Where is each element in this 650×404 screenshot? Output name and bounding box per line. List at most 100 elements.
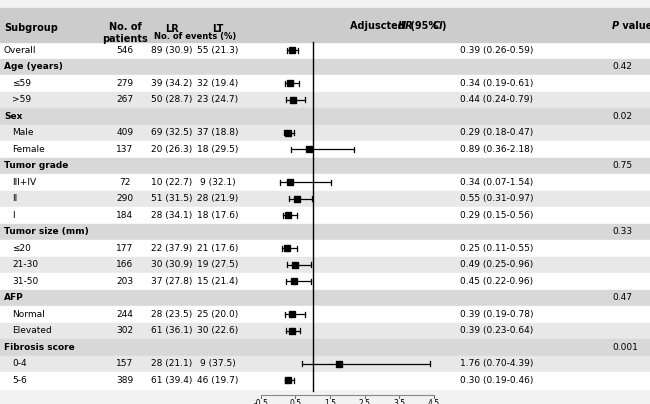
Text: 39 (34.2): 39 (34.2) [151,79,192,88]
Text: No. of
patients: No. of patients [102,22,148,44]
Text: 0.42: 0.42 [612,62,632,71]
Bar [0,158,650,174]
Bar [0,59,650,75]
Text: Subgroup: Subgroup [4,23,58,33]
Text: 0-4: 0-4 [12,359,27,368]
Text: 0.34 (0.07-1.54): 0.34 (0.07-1.54) [460,178,533,187]
Text: 177: 177 [116,244,134,253]
Text: I: I [12,211,14,220]
Text: 0.39 (0.23-0.64): 0.39 (0.23-0.64) [460,326,533,335]
Text: 89 (30.9): 89 (30.9) [151,46,193,55]
Text: -0.5: -0.5 [254,400,268,404]
Text: 37 (18.8): 37 (18.8) [197,128,239,137]
Text: 9 (32.1): 9 (32.1) [200,178,236,187]
Text: 5-6: 5-6 [12,376,27,385]
Text: Sex: Sex [4,112,22,121]
Text: 0.001: 0.001 [612,343,638,352]
Text: 28 (23.5): 28 (23.5) [151,310,192,319]
Text: 55 (21.3): 55 (21.3) [198,46,239,55]
Text: 0.29 (0.15-0.56): 0.29 (0.15-0.56) [460,211,534,220]
Text: 3.5: 3.5 [393,400,406,404]
Text: (95%: (95% [407,21,441,31]
Text: 18 (29.5): 18 (29.5) [198,145,239,154]
Text: 72: 72 [120,178,131,187]
Bar [0,290,650,306]
Text: 19 (27.5): 19 (27.5) [198,260,239,269]
Bar [0,273,650,290]
Text: 0.45 (0.22-0.96): 0.45 (0.22-0.96) [460,277,533,286]
Text: 28 (21.9): 28 (21.9) [198,194,239,203]
Text: 46 (19.7): 46 (19.7) [198,376,239,385]
Bar [0,124,650,141]
Text: ≤59: ≤59 [12,79,31,88]
Text: 0.44 (0.24-0.79): 0.44 (0.24-0.79) [460,95,533,104]
Text: 1.5: 1.5 [324,400,336,404]
Text: 21 (17.6): 21 (17.6) [198,244,239,253]
Text: Fibrosis score: Fibrosis score [4,343,75,352]
Text: 2.5: 2.5 [359,400,370,404]
Text: II: II [12,194,18,203]
Text: Normal: Normal [12,310,45,319]
Text: 30 (30.9): 30 (30.9) [151,260,193,269]
Text: 0.49 (0.25-0.96): 0.49 (0.25-0.96) [460,260,533,269]
Bar [0,339,650,356]
Text: 137: 137 [116,145,134,154]
Text: 28 (34.1): 28 (34.1) [151,211,192,220]
Text: No. of events (%): No. of events (%) [154,32,236,41]
Text: ≤20: ≤20 [12,244,31,253]
Bar [0,108,650,124]
Text: 0.02: 0.02 [612,112,632,121]
Text: AFP: AFP [4,293,24,302]
Text: 0.33: 0.33 [612,227,632,236]
Text: 10 (22.7): 10 (22.7) [151,178,192,187]
Text: Adjuscted: Adjuscted [350,21,408,31]
Text: 184: 184 [116,211,133,220]
Text: 61 (36.1): 61 (36.1) [151,326,193,335]
Text: value: value [619,21,650,31]
Text: Age (years): Age (years) [4,62,63,71]
Text: CI: CI [433,21,444,31]
Text: 23 (24.7): 23 (24.7) [198,95,239,104]
Bar [0,191,650,207]
Text: P: P [612,21,619,31]
Text: 0.30 (0.19-0.46): 0.30 (0.19-0.46) [460,376,534,385]
Text: 279: 279 [116,79,133,88]
Bar [0,174,650,191]
Text: 50 (28.7): 50 (28.7) [151,95,192,104]
Text: 0.39 (0.19-0.78): 0.39 (0.19-0.78) [460,310,534,319]
Text: 61 (39.4): 61 (39.4) [151,376,192,385]
Text: 0.5: 0.5 [289,400,302,404]
Text: 1.76 (0.70-4.39): 1.76 (0.70-4.39) [460,359,534,368]
Text: >59: >59 [12,95,31,104]
Text: 32 (19.4): 32 (19.4) [198,79,239,88]
Text: HR: HR [398,21,413,31]
Text: 0.39 (0.26-0.59): 0.39 (0.26-0.59) [460,46,534,55]
Text: Tumor grade: Tumor grade [4,161,68,170]
Bar [0,322,650,339]
Text: 302: 302 [116,326,133,335]
Text: 20 (26.3): 20 (26.3) [151,145,192,154]
Text: 203: 203 [116,277,133,286]
Bar [0,372,650,389]
Text: 157: 157 [116,359,134,368]
Bar [0,75,650,91]
Text: LT: LT [213,24,224,34]
Bar [0,257,650,273]
Text: 244: 244 [116,310,133,319]
Text: Overall: Overall [4,46,36,55]
Text: 290: 290 [116,194,133,203]
Text: 0.25 (0.11-0.55): 0.25 (0.11-0.55) [460,244,534,253]
Text: ): ) [441,21,445,31]
Bar [0,207,650,223]
Text: 0.34 (0.19-0.61): 0.34 (0.19-0.61) [460,79,534,88]
Bar [0,8,650,42]
Text: 409: 409 [116,128,133,137]
Text: LR: LR [165,24,179,34]
Text: 15 (21.4): 15 (21.4) [198,277,239,286]
Text: 267: 267 [116,95,133,104]
Bar [0,240,650,257]
Text: Female: Female [12,145,45,154]
Text: 51 (31.5): 51 (31.5) [151,194,193,203]
Text: 0.89 (0.36-2.18): 0.89 (0.36-2.18) [460,145,534,154]
Text: 18 (17.6): 18 (17.6) [197,211,239,220]
